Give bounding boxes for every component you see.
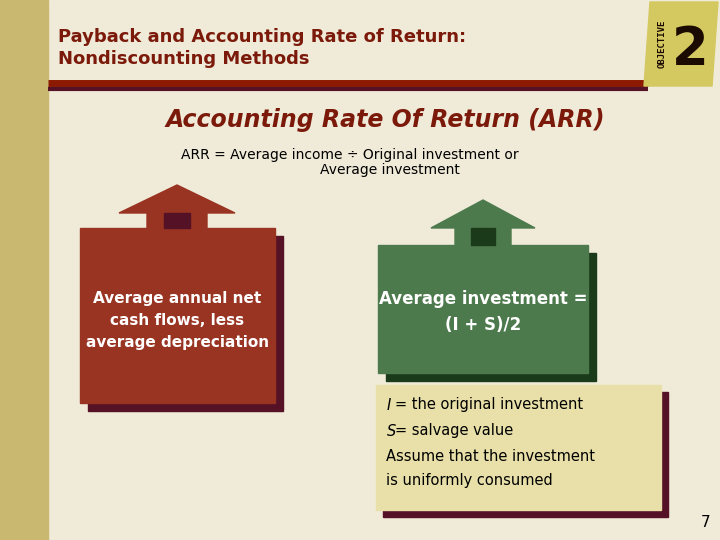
Polygon shape — [431, 200, 535, 245]
Bar — [88, 236, 283, 411]
Text: is uniformly consumed: is uniformly consumed — [386, 473, 553, 488]
Text: $\it{I}$: $\it{I}$ — [386, 397, 392, 413]
Bar — [383, 392, 668, 517]
Bar — [376, 385, 661, 510]
Bar — [378, 245, 588, 373]
Polygon shape — [119, 185, 235, 228]
Text: Average investment =
(I + S)/2: Average investment = (I + S)/2 — [379, 290, 588, 334]
Text: Average annual net
cash flows, less
average depreciation: Average annual net cash flows, less aver… — [86, 292, 269, 349]
Text: ARR = Average income ÷ Original investment or: ARR = Average income ÷ Original investme… — [181, 148, 519, 162]
Text: Assume that the investment: Assume that the investment — [386, 449, 595, 464]
Polygon shape — [471, 228, 495, 245]
Text: Nondiscounting Methods: Nondiscounting Methods — [58, 50, 310, 68]
Bar — [0, 0, 48, 540]
Text: 2: 2 — [672, 24, 708, 76]
Text: $\it{S}$: $\it{S}$ — [386, 423, 397, 439]
Bar — [386, 253, 596, 381]
Polygon shape — [164, 213, 190, 228]
Text: OBJECTIVE: OBJECTIVE — [657, 20, 667, 68]
Text: = salvage value: = salvage value — [395, 423, 513, 438]
Text: Payback and Accounting Rate of Return:: Payback and Accounting Rate of Return: — [58, 28, 466, 46]
Bar — [80, 228, 275, 403]
Text: 7: 7 — [701, 515, 710, 530]
Polygon shape — [644, 2, 718, 86]
Text: Accounting Rate Of Return (ARR): Accounting Rate Of Return (ARR) — [166, 108, 605, 132]
Text: = the original investment: = the original investment — [395, 397, 583, 412]
Text: Average investment: Average investment — [320, 163, 460, 177]
